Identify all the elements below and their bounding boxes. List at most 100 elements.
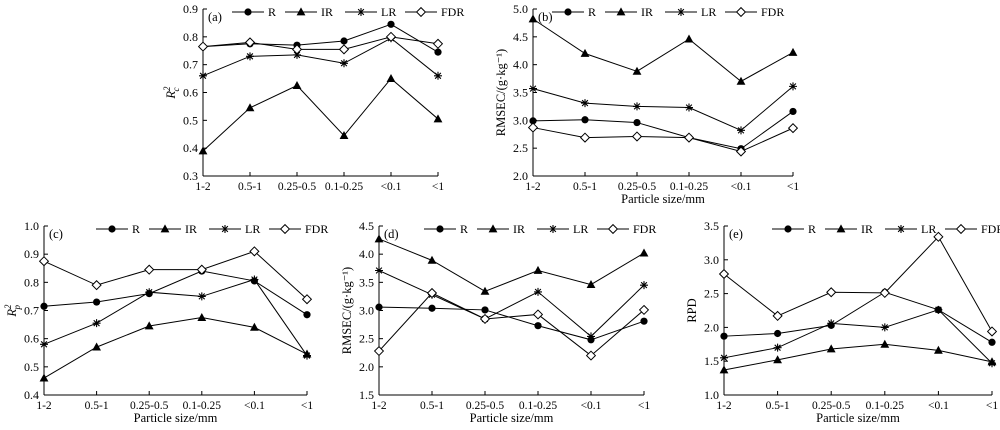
y-tick-label: 3.0 [513, 113, 528, 127]
data-point [633, 118, 641, 127]
data-point [988, 338, 996, 346]
y-tick-label: 2.5 [704, 287, 719, 301]
x-tick-label: <0.1 [928, 400, 949, 412]
legend-marker [607, 223, 619, 235]
data-point [580, 48, 590, 57]
data-point [40, 302, 48, 310]
y-tick-label: 0.6 [183, 86, 198, 100]
y-tick-label: 0.3 [183, 169, 198, 183]
data-point [387, 20, 395, 28]
legend-label: IR [641, 5, 653, 19]
legend-marker [357, 8, 365, 16]
data-point [579, 132, 591, 143]
legend-label: R [808, 222, 816, 236]
data-point [879, 287, 890, 299]
data-point [250, 275, 259, 284]
x-axis-label: Particle size/mm [621, 192, 705, 206]
y-axis-label: R2c [162, 86, 181, 100]
data-point [38, 256, 50, 267]
data-point [533, 265, 543, 274]
data-point [434, 71, 442, 80]
y-tick-label: 0.4 [183, 141, 198, 155]
data-point [198, 146, 208, 155]
chart-panel: 1.5 2.0 2.5 3.0 3.5 4.0 4.5 1-2 0.5-1 0.25-0.5 0.1… [340, 219, 656, 425]
data-point [528, 14, 538, 23]
legend-marker [955, 223, 967, 235]
y-tick-label: 2.5 [359, 332, 374, 346]
data-point [632, 66, 642, 75]
data-point [40, 340, 48, 349]
data-point [986, 326, 998, 337]
legend-marker [677, 8, 685, 16]
series-line [43, 317, 308, 379]
data-point [432, 38, 444, 49]
data-point [426, 287, 438, 299]
data-point [529, 117, 537, 125]
data-point [434, 48, 442, 56]
legend-marker [564, 8, 572, 16]
data-point [249, 246, 260, 257]
y-tick-label: 2.0 [513, 169, 528, 183]
legend-label: R [268, 5, 276, 19]
data-point [827, 319, 836, 328]
data-point [196, 264, 207, 275]
y-tick-label: 5.0 [513, 2, 528, 16]
legend: R IR LR FDR [772, 222, 1000, 236]
data-point [683, 132, 695, 143]
data-point [534, 287, 542, 296]
data-point [534, 322, 542, 330]
y-tick-label: 1.0 [24, 219, 39, 233]
data-point [374, 234, 384, 243]
series-line [43, 278, 308, 356]
data-point [386, 73, 396, 82]
x-tick-label: 1-2 [36, 400, 52, 412]
data-point [586, 279, 596, 288]
legend-label: FDR [441, 5, 464, 19]
x-tick-label: <0.1 [731, 181, 752, 193]
series-line [202, 77, 439, 152]
data-point [933, 231, 944, 242]
y-tick-label: 0.5 [24, 360, 39, 374]
legend-label: LR [381, 5, 396, 19]
data-point [480, 286, 490, 295]
y-tick-label: 2.0 [704, 320, 719, 334]
legend-label: IR [185, 222, 197, 236]
x-tick-label: <0.1 [244, 400, 265, 412]
y-tick-label: 3.0 [704, 253, 719, 267]
data-point [684, 34, 694, 43]
data-point [144, 321, 154, 330]
data-point [789, 82, 797, 91]
x-tick-label: 1-2 [716, 400, 732, 412]
data-point [988, 359, 996, 368]
x-tick-label: 1-2 [371, 400, 387, 412]
data-point [934, 345, 943, 354]
x-tick-label: 0.5-1 [420, 400, 444, 412]
data-point [772, 310, 783, 322]
data-point [773, 343, 782, 352]
data-point [303, 311, 311, 319]
x-tick-label: 0.1-0.25 [670, 181, 709, 193]
x-tick-label: 0.25-0.5 [812, 400, 851, 412]
data-point [339, 131, 349, 140]
legend-label: FDR [761, 5, 784, 19]
x-tick-label: 1-2 [195, 181, 211, 193]
data-point [250, 322, 259, 331]
data-point [774, 329, 782, 338]
y-axis-label-superscript: 2 [162, 86, 172, 91]
x-axis-label: Particle size/mm [470, 411, 554, 425]
legend-marker [735, 6, 747, 18]
y-axis-label: RPD [685, 298, 699, 322]
y-tick-label: 3.5 [359, 275, 374, 289]
chart-panel: 0.4 0.5 0.6 0.7 0.8 0.9 1.0 1-2 0.5-1 0.25-0.5 0.1… [3, 219, 328, 425]
x-tick-label: 0.1-0.25 [519, 400, 558, 412]
series-line [378, 306, 645, 341]
data-point [638, 304, 650, 316]
y-axis-label-subscript: p [12, 304, 22, 310]
chart-panel: 2.0 2.5 3.0 3.5 4.0 4.5 5.0 1-2 0.5-1 0.25-0.5 0.1… [494, 2, 799, 206]
y-tick-label: 3.0 [359, 304, 374, 318]
data-point [789, 107, 797, 116]
data-point [244, 37, 256, 48]
y-axis-label-subscript: c [171, 87, 181, 91]
x-tick-label: 0.5-1 [573, 181, 597, 193]
y-tick-label: 0.9 [24, 247, 39, 261]
